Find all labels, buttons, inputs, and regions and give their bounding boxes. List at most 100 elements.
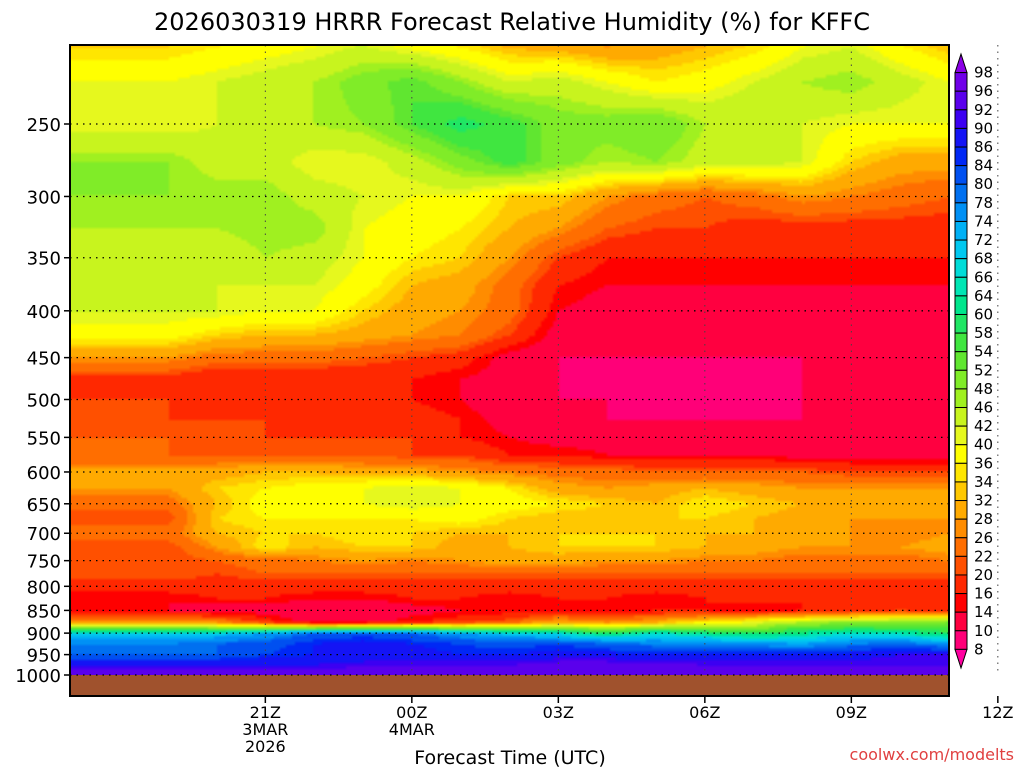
chart-title: 2026030319 HRRR Forecast Relative Humidi… xyxy=(154,8,870,36)
colorbar-label-22: 22 xyxy=(974,547,993,565)
colorbar-swatch xyxy=(954,518,968,539)
y-tick-label-950: 950 xyxy=(27,646,61,667)
x-tick-label: 03Z xyxy=(543,703,574,722)
colorbar-label-74: 74 xyxy=(974,212,993,230)
colorbar-label-66: 66 xyxy=(974,268,993,286)
colorbar-swatch xyxy=(954,555,968,576)
y-tick-label-800: 800 xyxy=(27,577,61,598)
colorbar-swatch xyxy=(954,481,968,502)
y-tick-label-350: 350 xyxy=(27,249,61,270)
plot-area xyxy=(69,44,999,697)
y-tick-label-700: 700 xyxy=(27,524,61,545)
y-tick-label-400: 400 xyxy=(27,302,61,323)
colorbar-swatch xyxy=(954,537,968,557)
colorbar-label-48: 48 xyxy=(974,380,993,398)
colorbar-swatch xyxy=(954,313,968,334)
colorbar-swatch xyxy=(954,146,968,167)
y-tick-label-750: 750 xyxy=(27,552,61,573)
colorbar-swatch xyxy=(954,369,968,390)
x-tick-label: 12Z xyxy=(982,703,1013,722)
y-tick-label-250: 250 xyxy=(27,115,61,136)
x-tick-label: 00Z xyxy=(396,703,427,722)
colorbar-label-68: 68 xyxy=(974,250,993,268)
ground-surface xyxy=(70,675,949,696)
colorbar-swatch xyxy=(954,183,968,204)
colorbar-label-52: 52 xyxy=(974,361,993,379)
colorbar-swatch xyxy=(954,574,968,595)
y-tick-label-300: 300 xyxy=(27,187,61,208)
colorbar-swatch xyxy=(954,388,968,409)
colorbar-label-54: 54 xyxy=(974,343,993,361)
y-tick-label-850: 850 xyxy=(27,601,61,622)
grid-lines xyxy=(70,45,999,676)
colorbar-label-28: 28 xyxy=(974,510,993,528)
y-tick-label-1000: 1000 xyxy=(15,666,61,687)
colorbar-label-80: 80 xyxy=(974,175,993,193)
colorbar-swatch xyxy=(954,462,968,483)
colorbar-swatch xyxy=(954,276,968,297)
x-tick-label: 21Z xyxy=(250,703,281,722)
colorbar-swatch xyxy=(954,611,968,632)
colorbar-label-98: 98 xyxy=(974,64,993,82)
colorbar-swatch xyxy=(954,202,968,222)
y-tick-label-550: 550 xyxy=(27,428,61,449)
colorbar-swatch xyxy=(954,351,968,371)
colorbar-label-86: 86 xyxy=(974,138,993,156)
colorbar-label-8: 8 xyxy=(974,640,984,658)
colorbar-label-16: 16 xyxy=(974,585,993,603)
y-tick-label-900: 900 xyxy=(27,624,61,645)
x-tick-label: 2026 xyxy=(245,737,286,756)
colorbar-swatch xyxy=(954,425,968,446)
colorbar-label-58: 58 xyxy=(974,324,993,342)
colorbar-label-92: 92 xyxy=(974,101,993,119)
y-tick-label-600: 600 xyxy=(27,463,61,484)
colorbar-swatch xyxy=(954,165,968,185)
y-tick-label-450: 450 xyxy=(27,349,61,370)
colorbar-label-46: 46 xyxy=(974,399,993,417)
colorbar-label-64: 64 xyxy=(974,287,993,305)
colorbar-label-78: 78 xyxy=(974,194,993,212)
credit-link[interactable]: coolwx.com/modelts xyxy=(850,745,1014,764)
colorbar-label-14: 14 xyxy=(974,603,993,621)
colorbar-swatch xyxy=(954,109,968,129)
colorbar-swatch xyxy=(954,90,968,111)
colorbar-label-72: 72 xyxy=(974,231,993,249)
colorbar-swatch xyxy=(954,444,968,464)
colorbar-swatch xyxy=(954,52,968,74)
colorbar-swatch xyxy=(954,127,968,148)
colorbar-label-96: 96 xyxy=(974,82,993,100)
colorbar-swatch xyxy=(954,258,968,278)
y-tick-label-500: 500 xyxy=(27,391,61,412)
x-tick-label: 06Z xyxy=(689,703,720,722)
colorbar-swatch xyxy=(954,593,968,613)
x-tick-label: 3MAR xyxy=(242,720,288,739)
colorbar-label-20: 20 xyxy=(974,566,993,584)
x-tick-label: 4MAR xyxy=(389,720,435,739)
rh-heatmap xyxy=(70,45,949,696)
colorbar-legend: 9896929086848078747268666460585452484642… xyxy=(954,52,993,670)
colorbar-swatch xyxy=(954,220,968,241)
colorbar-label-60: 60 xyxy=(974,305,993,323)
colorbar-label-90: 90 xyxy=(974,119,993,137)
colorbar-label-10: 10 xyxy=(974,622,993,640)
colorbar-label-40: 40 xyxy=(974,436,993,454)
colorbar-swatch xyxy=(954,332,968,353)
colorbar-swatch xyxy=(954,648,968,670)
colorbar-label-26: 26 xyxy=(974,529,993,547)
y-tick-label-650: 650 xyxy=(27,495,61,516)
colorbar-swatch xyxy=(954,500,968,520)
colorbar-label-42: 42 xyxy=(974,417,993,435)
colorbar-swatch xyxy=(954,407,968,427)
colorbar-swatch xyxy=(954,630,968,650)
colorbar-label-84: 84 xyxy=(974,157,993,175)
colorbar-label-36: 36 xyxy=(974,454,993,472)
x-axis-title: Forecast Time (UTC) xyxy=(414,747,605,768)
colorbar-swatch xyxy=(954,239,968,260)
colorbar-swatch xyxy=(954,72,968,92)
colorbar-label-32: 32 xyxy=(974,492,993,510)
colorbar-swatch xyxy=(954,295,968,315)
colorbar-label-34: 34 xyxy=(974,473,993,491)
x-tick-label: 09Z xyxy=(836,703,867,722)
